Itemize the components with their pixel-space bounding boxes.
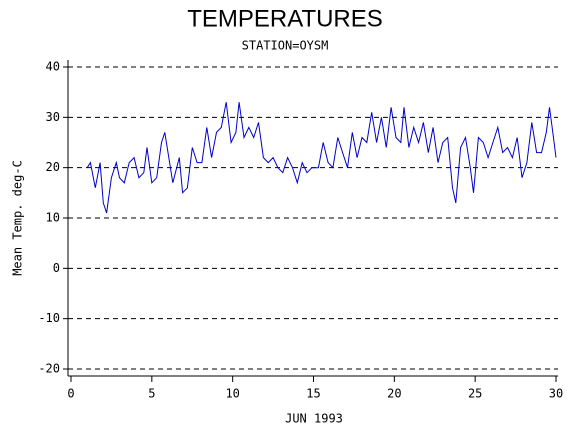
y-tick-label: 30: [46, 110, 60, 124]
y-tick-label: 10: [46, 211, 60, 225]
x-tick-label: 15: [306, 387, 320, 401]
chart-subtitle: STATION=OYSM: [242, 39, 329, 53]
x-tick-label: 20: [387, 387, 401, 401]
x-tick-label: 30: [549, 387, 563, 401]
y-tick-label: -10: [38, 311, 60, 325]
y-tick-label: -20: [38, 362, 60, 376]
x-tick-label: 0: [67, 387, 74, 401]
y-tick-label: 0: [53, 261, 60, 275]
x-axis-label: JUN 1993: [285, 412, 343, 426]
line-series: [86, 102, 557, 214]
y-tick-label: 40: [46, 60, 60, 74]
y-axis-label: Mean Temp. deg-C: [11, 160, 25, 276]
x-tick-label: 5: [148, 387, 155, 401]
x-tick-label: 25: [468, 387, 482, 401]
x-tick-label: 10: [225, 387, 239, 401]
chart-title: TEMPERATURES: [187, 5, 383, 32]
y-tick-label: 20: [46, 160, 60, 174]
